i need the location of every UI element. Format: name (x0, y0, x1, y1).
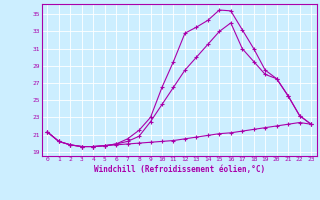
X-axis label: Windchill (Refroidissement éolien,°C): Windchill (Refroidissement éolien,°C) (94, 165, 265, 174)
